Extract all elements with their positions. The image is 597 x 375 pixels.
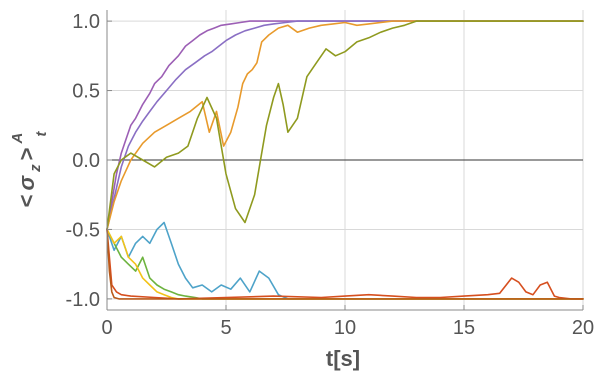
series-line-9: [106, 228, 584, 300]
series-line-5: [106, 221, 584, 300]
x-axis-label: t[s]: [326, 346, 360, 371]
axes: [106, 10, 584, 311]
x-tick-label: 0: [101, 317, 112, 339]
x-tick-label: 20: [572, 317, 594, 339]
y-label-close: >: [14, 148, 39, 161]
x-tick-label: 5: [220, 317, 231, 339]
y-label-sigma: σ: [14, 174, 39, 190]
y-tick-label: -1.0: [66, 289, 100, 311]
svg-text:< σ z: < σ z > A t: [9, 129, 50, 208]
series-line-2: [106, 20, 584, 231]
y-label-superscript: A: [9, 133, 26, 145]
series-group: [106, 20, 584, 300]
series-line-6: [106, 228, 584, 300]
series-line-8: [106, 228, 584, 300]
tick-labels: 0 5 10 15 20 -1.0 -0.5 0.0 0.5 1.0: [66, 11, 595, 339]
y-tick-label: 0.0: [72, 150, 100, 172]
y-label-open: <: [14, 194, 39, 207]
y-tick-label: 1.0: [72, 11, 100, 33]
y-tick-label: -0.5: [66, 219, 100, 241]
y-label-subscript2: t: [33, 131, 50, 137]
series-line-3: [106, 20, 584, 231]
y-tick-label: 0.5: [72, 81, 100, 103]
y-label-subscript: z: [27, 164, 44, 173]
x-tick-label: 10: [334, 317, 356, 339]
x-tick-label: 15: [453, 317, 475, 339]
y-axis-label: < σ z > A t: [9, 129, 50, 208]
series-line-1: [106, 20, 584, 231]
series-line-4: [106, 20, 584, 231]
